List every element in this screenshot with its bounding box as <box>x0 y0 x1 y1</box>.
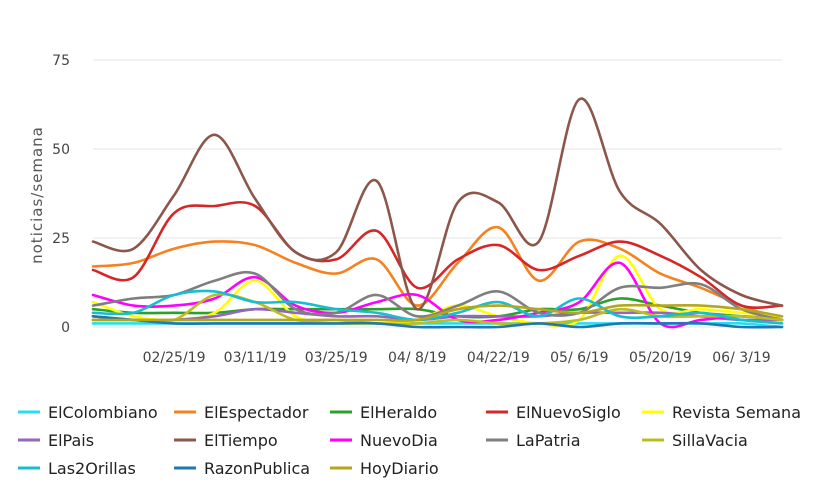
y-tick-label: 0 <box>61 320 70 336</box>
series-line-elnuevosiglo <box>91 200 784 310</box>
legend-item-elheraldo[interactable]: ElHeraldo <box>330 403 437 422</box>
legend-item-sillavacia[interactable]: SillaVacia <box>642 431 748 450</box>
x-tick-label: 06/ 3/19 <box>712 350 770 366</box>
x-axis-ticks: 02/25/19 03/11/19 03/25/19 04/ 8/19 04/22/19… <box>143 350 771 366</box>
legend-label: ElEspectador <box>204 403 309 422</box>
legend-label: ElColombiano <box>48 403 158 422</box>
legend-label: ElPais <box>48 431 94 450</box>
legend-label: ElHeraldo <box>360 403 437 422</box>
x-tick-label: 04/22/19 <box>467 350 530 366</box>
legend-label: Revista Semana <box>672 403 801 422</box>
x-tick-label: 02/25/19 <box>143 350 206 366</box>
legend-item-las2orillas[interactable]: Las2Orillas <box>18 459 136 478</box>
series-line-lapatria <box>91 270 784 322</box>
legend-label: NuevoDia <box>360 431 438 450</box>
legend-item-revista-semana[interactable]: Revista Semana <box>642 403 801 422</box>
y-tick-label: 50 <box>52 142 70 158</box>
legend-item-elespectador[interactable]: ElEspectador <box>174 403 309 422</box>
series-lines <box>91 97 784 329</box>
legend-label: SillaVacia <box>672 431 748 450</box>
legend-item-elpais[interactable]: ElPais <box>18 431 94 450</box>
legend-item-lapatria[interactable]: LaPatria <box>486 431 581 450</box>
x-tick-label: 05/ 6/19 <box>550 350 608 366</box>
series-line-las2orillas <box>91 289 784 325</box>
y-axis-title: noticias/semana <box>28 126 46 264</box>
legend-label: ElTiempo <box>204 431 278 450</box>
legend-item-eltiempo[interactable]: ElTiempo <box>174 431 278 450</box>
legend-item-nuevodia[interactable]: NuevoDia <box>330 431 438 450</box>
legend-label: LaPatria <box>516 431 581 450</box>
y-tick-label: 75 <box>52 53 70 69</box>
x-tick-label: 04/ 8/19 <box>388 350 446 366</box>
series-line-eltiempo <box>91 97 784 311</box>
legend-label: Las2Orillas <box>48 459 136 478</box>
y-axis-ticks: 0 25 50 75 <box>52 53 70 336</box>
x-tick-label: 03/11/19 <box>224 350 287 366</box>
x-tick-label: 03/25/19 <box>305 350 368 366</box>
y-tick-label: 25 <box>52 231 70 247</box>
series-line-revista-semana <box>91 254 784 328</box>
series-line-elespectador <box>91 225 784 322</box>
legend-item-elnuevosiglo[interactable]: ElNuevoSiglo <box>486 403 621 422</box>
legend-item-elcolombiano[interactable]: ElColombiano <box>18 403 158 422</box>
legend: ElColombiano ElEspectador ElHeraldo ElNuevo… <box>18 403 801 478</box>
legend-label: HoyDiario <box>360 459 439 478</box>
series-line-razonpublica <box>91 315 784 329</box>
legend-label: ElNuevoSiglo <box>516 403 621 422</box>
legend-item-hoydiario[interactable]: HoyDiario <box>330 459 439 478</box>
series-line-hoydiario <box>91 303 784 322</box>
x-tick-label: 05/20/19 <box>629 350 692 366</box>
legend-item-razonpublica[interactable]: RazonPublica <box>174 459 310 478</box>
legend-label: RazonPublica <box>204 459 310 478</box>
